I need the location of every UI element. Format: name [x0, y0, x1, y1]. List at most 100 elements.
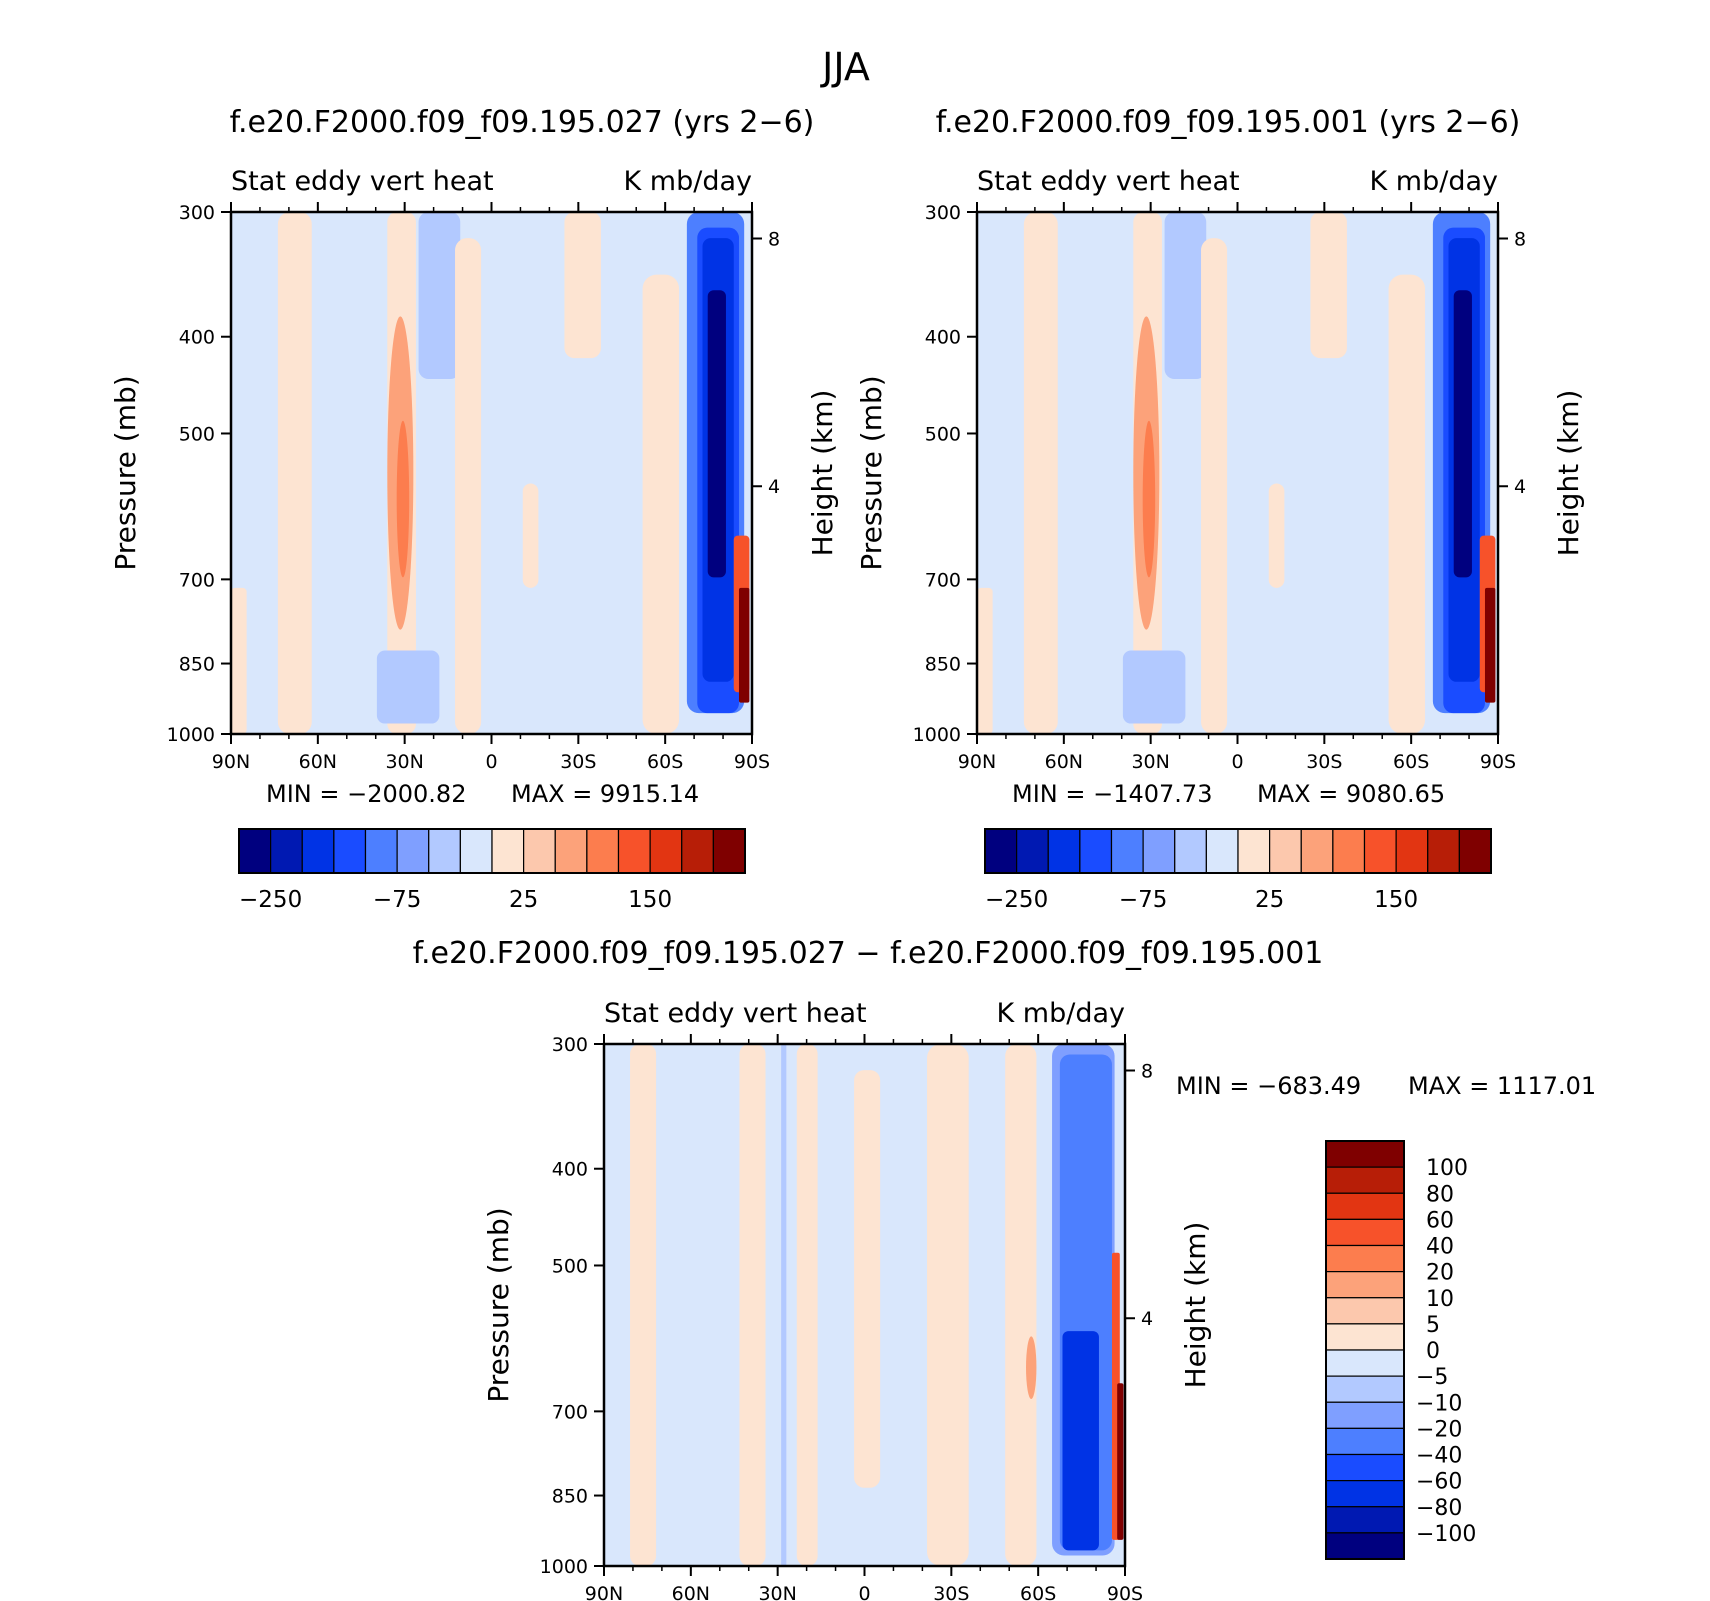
cool-patch-25n — [1164, 212, 1207, 380]
x-tick-label: 30S — [560, 751, 596, 773]
right-string: K mb/day — [997, 998, 1126, 1029]
colorbar-box — [523, 828, 556, 874]
colorbar-box — [270, 828, 303, 874]
colorbar-label: 0 — [1426, 1339, 1440, 1364]
x-tick-label: 90N — [212, 751, 250, 773]
colorbar-label: 60 — [1426, 1208, 1454, 1233]
warm-band-25s — [1310, 212, 1347, 359]
cool-patch-surface — [1122, 650, 1186, 724]
y-tick-label: 700 — [179, 569, 215, 591]
y-right-tick-label: 4 — [1141, 1308, 1153, 1330]
warm-band-55s — [1388, 274, 1426, 734]
colorbar-box — [1427, 828, 1460, 874]
colorbar-box — [1142, 828, 1176, 874]
right-string: K mb/day — [1370, 166, 1499, 197]
left-string: Stat eddy vert heat — [231, 166, 494, 197]
hot-core-max — [738, 587, 750, 703]
x-tick-label: 0 — [858, 1583, 870, 1601]
field-contours — [977, 212, 1498, 734]
colorbar-label: −75 — [1119, 887, 1168, 913]
y-axis-label-right: Height (km) — [1552, 390, 1585, 557]
warm-patch-pole — [977, 587, 993, 734]
colorbar-box — [1395, 828, 1429, 874]
warm-patch-20s — [1268, 483, 1285, 588]
figure-title: JJA — [820, 45, 870, 89]
colorbar-box — [1325, 1480, 1405, 1508]
x-tick-label: 60S — [647, 751, 683, 773]
x-tick-label: 30S — [1306, 751, 1342, 773]
colorbar-box — [491, 828, 525, 874]
y-tick-label: 1000 — [167, 724, 215, 746]
x-tick-label: 30N — [385, 751, 423, 773]
y-tick-label: 400 — [179, 327, 215, 349]
colorbar-label: −40 — [1416, 1444, 1462, 1469]
warm-peak-30n — [396, 420, 410, 578]
y-right-tick-label: 8 — [1141, 1060, 1153, 1082]
colorbar-box — [1325, 1427, 1405, 1456]
y-tick-label: 400 — [925, 327, 961, 349]
colorbar-box — [649, 828, 683, 874]
colorbar-label: 40 — [1426, 1235, 1454, 1260]
colorbar-frame — [1325, 1140, 1405, 1560]
min-text: MIN = −1407.73 — [1012, 780, 1212, 808]
y-tick-label: 500 — [552, 1255, 588, 1277]
x-tick-label: 90S — [1480, 751, 1516, 773]
colorbar-box — [428, 828, 461, 874]
colorbar-label: −100 — [1416, 1522, 1476, 1547]
y-axis-label: Pressure (mb) — [855, 375, 888, 570]
warm-spot-60s — [1026, 1336, 1037, 1399]
min-text: MIN = −683.49 — [1176, 1072, 1361, 1100]
y-tick-label: 400 — [552, 1159, 588, 1181]
panel-title: f.e20.F2000.f09_f09.195.027 (yrs 2−6) — [230, 105, 815, 140]
cool-patch-surface — [376, 650, 440, 724]
cool-region-inner — [1062, 1331, 1099, 1551]
colorbar-label: 150 — [1374, 887, 1418, 913]
colorbar-label: −80 — [1416, 1496, 1462, 1521]
x-tick-label: 90N — [585, 1583, 623, 1601]
y-right-tick-label: 4 — [1514, 476, 1526, 498]
y-tick-label: 500 — [179, 423, 215, 445]
x-tick-label: 0 — [1231, 751, 1243, 773]
colorbar-label: −250 — [239, 887, 302, 913]
colorbar-box — [1325, 1140, 1405, 1168]
y-axis-label-right: Height (km) — [806, 390, 839, 557]
x-tick-label: 30N — [1131, 751, 1169, 773]
y-tick-label: 850 — [179, 654, 215, 676]
warm-peak-30n — [1142, 420, 1156, 578]
colorbar-label: 100 — [1426, 1156, 1468, 1181]
x-tick-label: 60S — [1020, 1583, 1056, 1601]
colorbar-box — [396, 828, 430, 874]
max-text: MAX = 1117.01 — [1408, 1072, 1596, 1100]
colorbar-box — [238, 828, 272, 874]
colorbar-box — [586, 828, 620, 874]
x-tick-label: 30S — [933, 1583, 969, 1601]
warm-patch-pole — [231, 587, 247, 734]
colorbar-label: 80 — [1426, 1182, 1454, 1207]
field-contours — [231, 212, 752, 734]
x-tick-label: 90N — [958, 751, 996, 773]
colorbar-label: 20 — [1426, 1261, 1454, 1286]
left-string: Stat eddy vert heat — [977, 166, 1240, 197]
colorbar-box — [1325, 1271, 1405, 1299]
colorbar-box — [1325, 1349, 1405, 1377]
colorbar-box — [333, 828, 367, 874]
panel-title: f.e20.F2000.f09_f09.195.027 − f.e20.F200… — [413, 936, 1324, 971]
cold-core-max — [1453, 290, 1472, 578]
y-right-tick-label: 8 — [768, 228, 780, 250]
colorbar-box — [1325, 1166, 1405, 1194]
y-tick-label: 300 — [925, 202, 961, 224]
colorbar-label: 25 — [1255, 887, 1284, 913]
y-tick-label: 300 — [552, 1034, 588, 1056]
cool-line-25n — [781, 1044, 787, 1566]
warm-band-0 — [854, 1070, 881, 1488]
colorbar-box — [1237, 828, 1271, 874]
colorbar-box — [1325, 1453, 1405, 1482]
colorbar-box — [364, 828, 398, 874]
colorbar-box — [1205, 828, 1239, 874]
y-right-tick-label: 8 — [1514, 228, 1526, 250]
colorbar-label: −75 — [373, 887, 422, 913]
colorbar-label: 10 — [1426, 1287, 1454, 1312]
x-tick-label: 60N — [299, 751, 337, 773]
cold-core-max — [707, 290, 726, 578]
